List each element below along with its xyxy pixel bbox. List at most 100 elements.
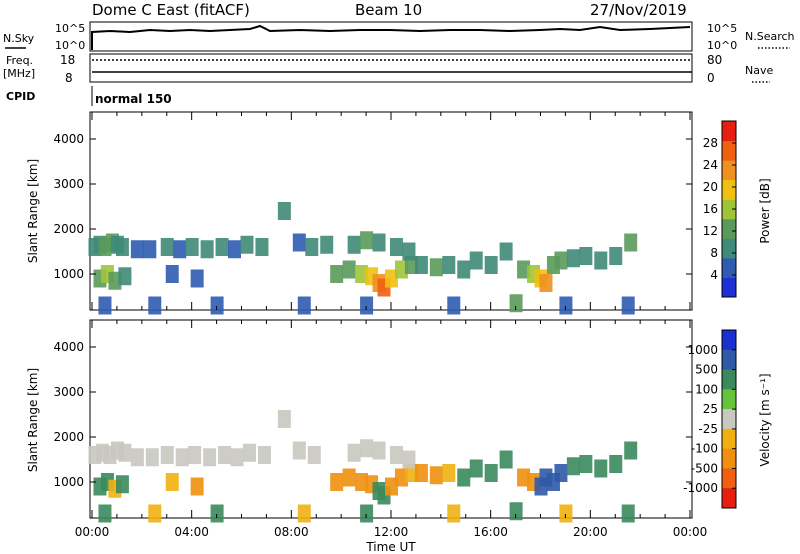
colorbar-swatch [722, 121, 736, 142]
data-cell [554, 464, 568, 482]
power-y-ticks: 1000 2000 3000 4000 [53, 132, 692, 281]
y-tick-label: 3000 [53, 177, 84, 191]
data-cell [566, 249, 580, 268]
data-cell [499, 242, 513, 261]
data-cell [292, 233, 306, 252]
y-tick-label: 4000 [53, 132, 84, 146]
data-cell [414, 464, 428, 482]
nsky-label: N.Sky [3, 32, 35, 45]
colorbar-swatch [722, 257, 736, 278]
colorbar-tick-label: 16 [703, 202, 718, 216]
nave-label: Nave [745, 64, 773, 77]
beam-label: Beam 10 [355, 1, 422, 19]
velocity-data-cells [88, 410, 638, 523]
data-cell [200, 240, 214, 259]
data-cell [257, 446, 271, 464]
y-tick-label: 2000 [53, 430, 84, 444]
data-cell [203, 448, 217, 467]
colorbar-swatch [722, 349, 736, 371]
data-cell [429, 466, 443, 485]
nave-tick-top: 80 [707, 53, 722, 67]
freq-strip-frame [89, 53, 693, 83]
data-cell [517, 260, 531, 279]
velocity-y-ticks: 1000 2000 3000 4000 [53, 340, 692, 489]
station-title: Dome C East (fitACF) [92, 1, 250, 19]
data-cell [624, 233, 638, 252]
noise-strip-frame [89, 21, 693, 52]
data-cell [559, 504, 573, 523]
data-cell [402, 242, 416, 261]
time-axis-title: Time UT [365, 540, 416, 554]
data-cell [210, 504, 224, 523]
data-cell [457, 468, 471, 487]
data-cell [242, 443, 256, 462]
data-cell [579, 455, 593, 473]
colorbar-tick-label: 1000 [687, 343, 718, 357]
colorbar-swatch [722, 218, 736, 239]
noise-trace [91, 24, 691, 50]
colorbar-tick-label: 8 [710, 246, 718, 260]
colorbar-swatch [722, 448, 736, 469]
colorbar-tick-label: 500 [695, 363, 718, 377]
data-cell [621, 504, 635, 523]
data-cell [394, 260, 408, 279]
data-cell [594, 251, 608, 270]
freq-label-line2: [MHz] [3, 67, 35, 80]
nave-tick-bottom: 0 [707, 71, 715, 85]
data-cell [355, 473, 369, 491]
data-cell [165, 473, 179, 491]
data-cell [330, 265, 344, 283]
data-cell [330, 473, 344, 491]
data-cell [609, 247, 623, 265]
data-cell [414, 256, 428, 274]
data-cell [175, 448, 189, 467]
colorbar-tick-label: -25 [698, 422, 718, 436]
power-ylabel: Slant Range [km] [26, 159, 40, 263]
power-colorbar-label: Power [dB] [758, 178, 772, 243]
data-cell [115, 238, 129, 256]
y-tick-label: 1000 [53, 475, 84, 489]
colorbar-swatch [722, 330, 736, 351]
data-cell [624, 441, 638, 460]
data-cell [469, 459, 483, 478]
data-cell [218, 446, 232, 464]
nsearch-tick-top: 10^5 [707, 22, 737, 35]
data-cell [190, 477, 204, 496]
colorbar-tick-label: -1000 [683, 481, 718, 495]
data-cell [566, 457, 580, 476]
data-cell [130, 448, 144, 467]
cpid-value: normal 150 [95, 92, 172, 106]
colorbar-swatch [722, 488, 736, 509]
data-cell [160, 238, 174, 256]
velocity-colorbar-label: Velocity [m s⁻¹] [758, 373, 772, 466]
data-cell [429, 258, 443, 277]
data-cell [145, 448, 159, 467]
data-cell [148, 296, 162, 315]
colorbar-swatch [722, 409, 736, 430]
colorbar-tick-label: 12 [703, 224, 718, 238]
data-cell [621, 296, 635, 315]
date-label: 27/Nov/2019 [590, 1, 687, 19]
data-cell [442, 464, 456, 482]
colorbar-tick-label: -500 [691, 461, 718, 475]
y-tick-label: 2000 [53, 222, 84, 236]
data-cell [347, 443, 361, 462]
x-tick-label: 00:00 [673, 525, 708, 539]
y-tick-label: 1000 [53, 267, 84, 281]
data-cell [509, 502, 523, 521]
colorbar-swatch [722, 160, 736, 181]
velocity-colorbar: 1000 500 100 25 -25 -100 -500 -1000 [683, 329, 737, 509]
x-tick-label: 16:00 [473, 525, 508, 539]
data-cell [499, 450, 513, 469]
data-cell [447, 504, 461, 523]
freq-label-line1: Freq. [6, 54, 33, 67]
colorbar-swatch [722, 199, 736, 220]
velocity-x-ticks [91, 320, 691, 518]
data-cell [360, 439, 374, 458]
power-data-cells [88, 202, 638, 315]
data-cell [517, 468, 531, 487]
data-cell [372, 441, 386, 460]
colorbar-frame [721, 329, 737, 509]
x-tick-label: 12:00 [374, 525, 409, 539]
data-cell [594, 459, 608, 478]
